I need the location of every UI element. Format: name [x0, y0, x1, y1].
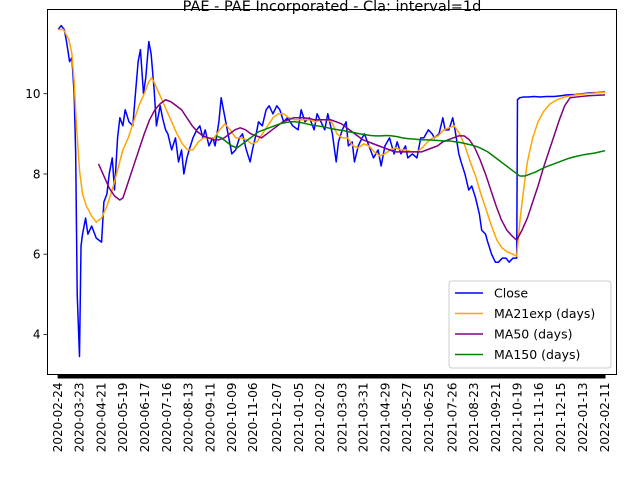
y-axis: 4 6 8 10 — [25, 87, 48, 342]
y-tick-label: 4 — [33, 328, 41, 342]
x-tick-label: 2021-10-19 — [510, 383, 524, 453]
y-tick-label: 8 — [33, 167, 41, 181]
x-tick-label: 2022-02-11 — [598, 383, 612, 453]
x-tick-label: 2021-02-02 — [313, 383, 327, 453]
x-tick-label: 2020-11-06 — [246, 383, 260, 453]
x-tick-label: 2021-12-15 — [554, 383, 568, 453]
x-tick-label: 2021-03-31 — [357, 383, 371, 453]
legend-label-3: MA150 (days) — [494, 347, 580, 362]
series-line-3 — [215, 121, 606, 177]
x-tick-label: 2021-09-21 — [489, 383, 503, 453]
x-tick-label: 2021-05-27 — [400, 383, 414, 453]
x-tick-label: 2021-04-29 — [379, 383, 393, 453]
y-tick-label: 10 — [25, 87, 40, 101]
legend-box — [448, 280, 612, 369]
x-minor-ticks — [57, 374, 606, 379]
x-tick-label: 2021-08-23 — [467, 383, 481, 453]
x-tick-label: 2022-01-13 — [576, 383, 590, 453]
legend: Close MA21exp (days) MA50 (days) MA150 (day… — [448, 280, 612, 369]
legend-label-2: MA50 (days) — [494, 327, 572, 342]
x-axis: 2020-02-24 2020-03-23 2020-04-21 2020-05-19… — [51, 374, 612, 453]
chart-title: PAE - PAE Incorporated - Cla: interval=1… — [183, 0, 482, 15]
series-layer — [57, 24, 606, 358]
x-tick-label: 2020-09-11 — [204, 383, 218, 453]
x-tick-label: 2020-10-09 — [225, 383, 239, 453]
legend-label-0: Close — [494, 286, 528, 301]
legend-label-1: MA21exp (days) — [494, 306, 595, 321]
x-tick-label: 2021-11-16 — [532, 383, 546, 453]
series-line-2 — [97, 94, 606, 241]
x-tick-label: 2020-04-21 — [95, 383, 109, 453]
x-tick-label: 2020-03-23 — [72, 383, 86, 453]
x-tick-label: 2020-06-17 — [138, 383, 152, 453]
x-tick-label: 2020-07-16 — [160, 383, 174, 453]
series-line-1 — [58, 28, 606, 257]
series-line-0 — [57, 24, 606, 358]
x-tick-label: 2021-03-03 — [335, 383, 349, 453]
x-tick-label: 2021-06-25 — [422, 383, 436, 453]
x-tick-label: 2020-05-19 — [116, 383, 130, 453]
x-tick-label: 2020-08-13 — [181, 383, 195, 453]
y-tick-label: 6 — [33, 247, 41, 261]
x-tick-label: 2021-07-26 — [446, 383, 460, 453]
x-tick-label: 2020-12-07 — [270, 383, 284, 453]
x-tick-label: 2020-02-24 — [51, 383, 65, 453]
x-tick-label: 2021-01-05 — [292, 383, 306, 453]
